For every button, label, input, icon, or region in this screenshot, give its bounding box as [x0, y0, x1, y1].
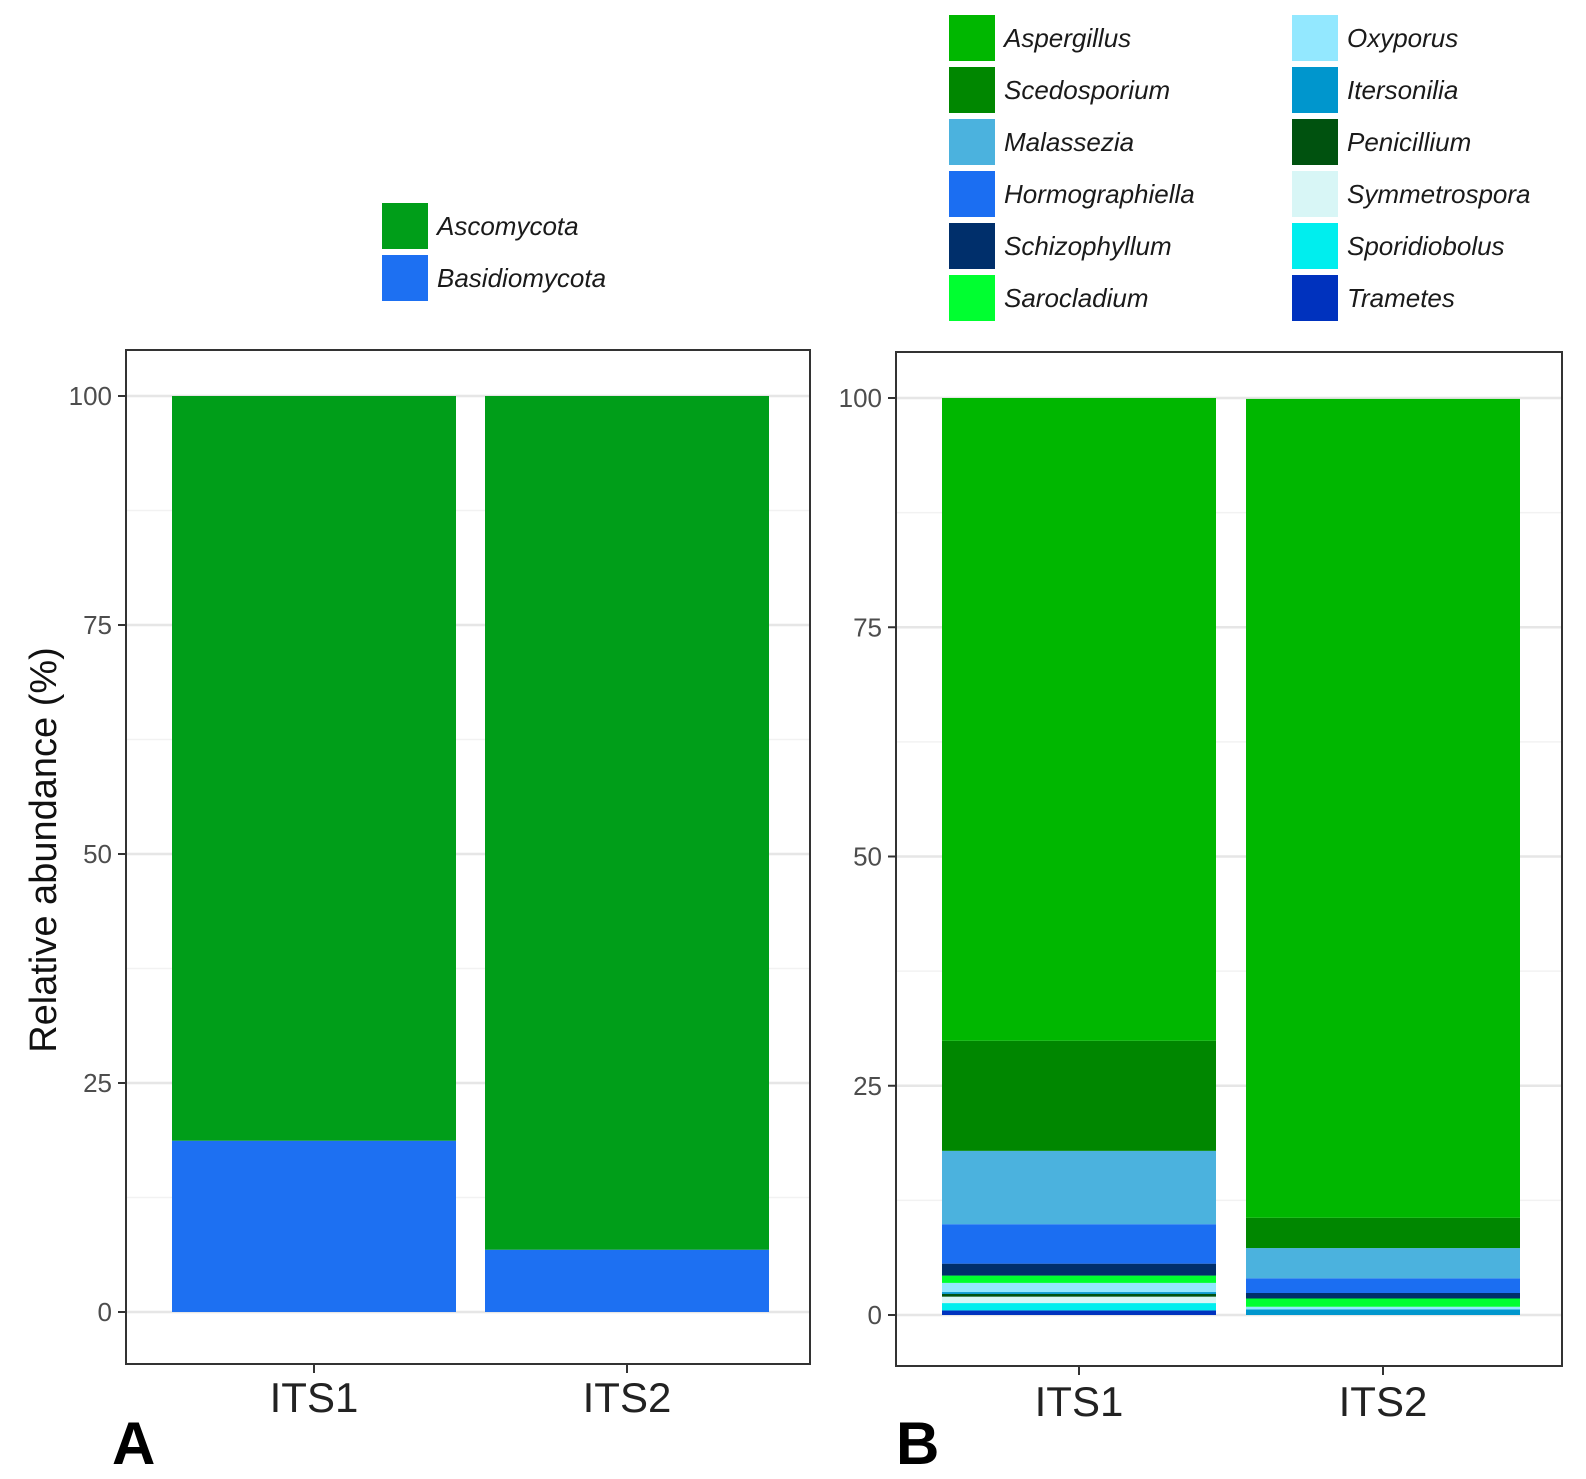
- legend-label-sporidiobolus: Sporidiobolus: [1347, 231, 1505, 261]
- y-tick-label: 25: [853, 1071, 882, 1101]
- legend-label-itersonilia: Itersonilia: [1347, 75, 1458, 105]
- bar-segment-its1-ascomycota: [172, 396, 456, 1141]
- bar-segment-its2-sarocladium: [1246, 1298, 1520, 1307]
- legend-label-oxyporus: Oxyporus: [1347, 23, 1458, 53]
- legend-swatch-scedosporium: [947, 65, 997, 115]
- legend-label-hormographiella: Hormographiella: [1004, 179, 1195, 209]
- legend-swatch-malassezia: [947, 117, 997, 167]
- legend-swatch-basidiomycota: [380, 253, 430, 303]
- bar-segment-its1-aspergillus: [942, 398, 1216, 1041]
- y-tick-label: 100: [69, 381, 112, 411]
- panel-a: 0 25 50 75 100 ITS1 ITS2 Ascomycota Basidiomyc…: [23, 201, 811, 1477]
- bar-segment-its1-itersonilia: [942, 1292, 1216, 1294]
- bar-segment-its1-penicillium: [942, 1293, 1216, 1297]
- legend-label-malassezia: Malassezia: [1004, 127, 1134, 157]
- bar-segment-its2-malassezia: [1246, 1248, 1520, 1279]
- bar-segment-its2-itersonilia: [1246, 1309, 1520, 1315]
- bar-segment-its2-scedosporium: [1246, 1217, 1520, 1249]
- x-tick-label-its2: ITS2: [1339, 1378, 1428, 1425]
- bar-segment-its1-oxyporus: [942, 1282, 1216, 1293]
- panel-b: 0 25 50 75 100 ITS1 ITS2 Aspergillus Scedospor…: [839, 13, 1563, 1477]
- legend-swatch-itersonilia: [1290, 65, 1340, 115]
- legend-swatch-aspergillus: [947, 13, 997, 63]
- bar-segment-its1-malassezia: [942, 1150, 1216, 1225]
- panel-a-x-axis: ITS1 ITS2: [270, 1364, 672, 1421]
- y-tick-label: 75: [83, 610, 112, 640]
- y-tick-label: 25: [83, 1068, 112, 1098]
- legend-label-penicillium: Penicillium: [1347, 127, 1471, 157]
- x-tick-label-its1: ITS1: [270, 1374, 359, 1421]
- panel-a-y-axis: 0 25 50 75 100: [69, 381, 126, 1327]
- bar-segment-its2-aspergillus: [1246, 398, 1520, 1218]
- panel-a-bars: [172, 396, 769, 1312]
- legend-swatch-hormographiella: [947, 169, 997, 219]
- bar-segment-its1-basidiomycota: [172, 1140, 456, 1312]
- panel-b-bars: [942, 398, 1520, 1315]
- bar-segment-its1-schizophyllum: [942, 1263, 1216, 1276]
- panel-a-letter: A: [112, 1410, 155, 1477]
- x-tick-label-its2: ITS2: [583, 1374, 672, 1421]
- y-tick-label: 50: [83, 839, 112, 869]
- panel-b-letter: B: [896, 1410, 939, 1477]
- y-tick-label: 75: [853, 612, 882, 642]
- legend-label-basidiomycota: Basidiomycota: [437, 263, 606, 293]
- bar-segment-its1-symmetrospora: [942, 1296, 1216, 1304]
- bar-segment-its1-sarocladium: [942, 1275, 1216, 1283]
- legend-swatch-schizophyllum: [947, 221, 997, 271]
- x-tick-label-its1: ITS1: [1035, 1378, 1124, 1425]
- legend-label-trametes: Trametes: [1347, 283, 1455, 313]
- legend-swatch-ascomycota: [380, 201, 430, 251]
- legend-label-sarocladium: Sarocladium: [1004, 283, 1149, 313]
- legend-swatch-sarocladium: [947, 273, 997, 323]
- legend-swatch-symmetrospora: [1290, 169, 1340, 219]
- legend-label-aspergillus: Aspergillus: [1002, 23, 1131, 53]
- legend-label-scedosporium: Scedosporium: [1004, 75, 1170, 105]
- y-axis-label: Relative abundance (%): [23, 647, 65, 1053]
- y-tick-label: 50: [853, 842, 882, 872]
- bar-segment-its2-oxyporus: [1246, 1306, 1520, 1310]
- bar-segment-its1-hormographiella: [942, 1224, 1216, 1264]
- bar-segment-its2-basidiomycota: [485, 1249, 769, 1312]
- y-tick-label: 0: [98, 1297, 112, 1327]
- legend-label-ascomycota: Ascomycota: [435, 211, 579, 241]
- y-tick-label: 0: [868, 1300, 882, 1330]
- bar-segment-its2-hormographiella: [1246, 1278, 1520, 1293]
- bar-segment-its2-schizophyllum: [1246, 1292, 1520, 1299]
- panel-b-legend: Aspergillus Scedosporium Malassezia Hormogr…: [947, 13, 1531, 323]
- bar-segment-its1-trametes: [942, 1310, 1216, 1315]
- panel-a-legend: Ascomycota Basidiomycota: [380, 201, 606, 303]
- legend-swatch-sporidiobolus: [1290, 221, 1340, 271]
- bar-segment-its1-sporidiobolus: [942, 1303, 1216, 1311]
- y-tick-label: 100: [839, 383, 882, 413]
- panel-b-x-axis: ITS1 ITS2: [1035, 1366, 1428, 1425]
- legend-label-symmetrospora: Symmetrospora: [1347, 179, 1531, 209]
- legend-label-schizophyllum: Schizophyllum: [1004, 231, 1172, 261]
- legend-swatch-penicillium: [1290, 117, 1340, 167]
- bar-segment-its2-ascomycota: [485, 396, 769, 1250]
- panel-b-y-axis: 0 25 50 75 100: [839, 383, 896, 1330]
- legend-swatch-trametes: [1290, 273, 1340, 323]
- legend-swatch-oxyporus: [1290, 13, 1340, 63]
- bar-segment-its1-scedosporium: [942, 1040, 1216, 1151]
